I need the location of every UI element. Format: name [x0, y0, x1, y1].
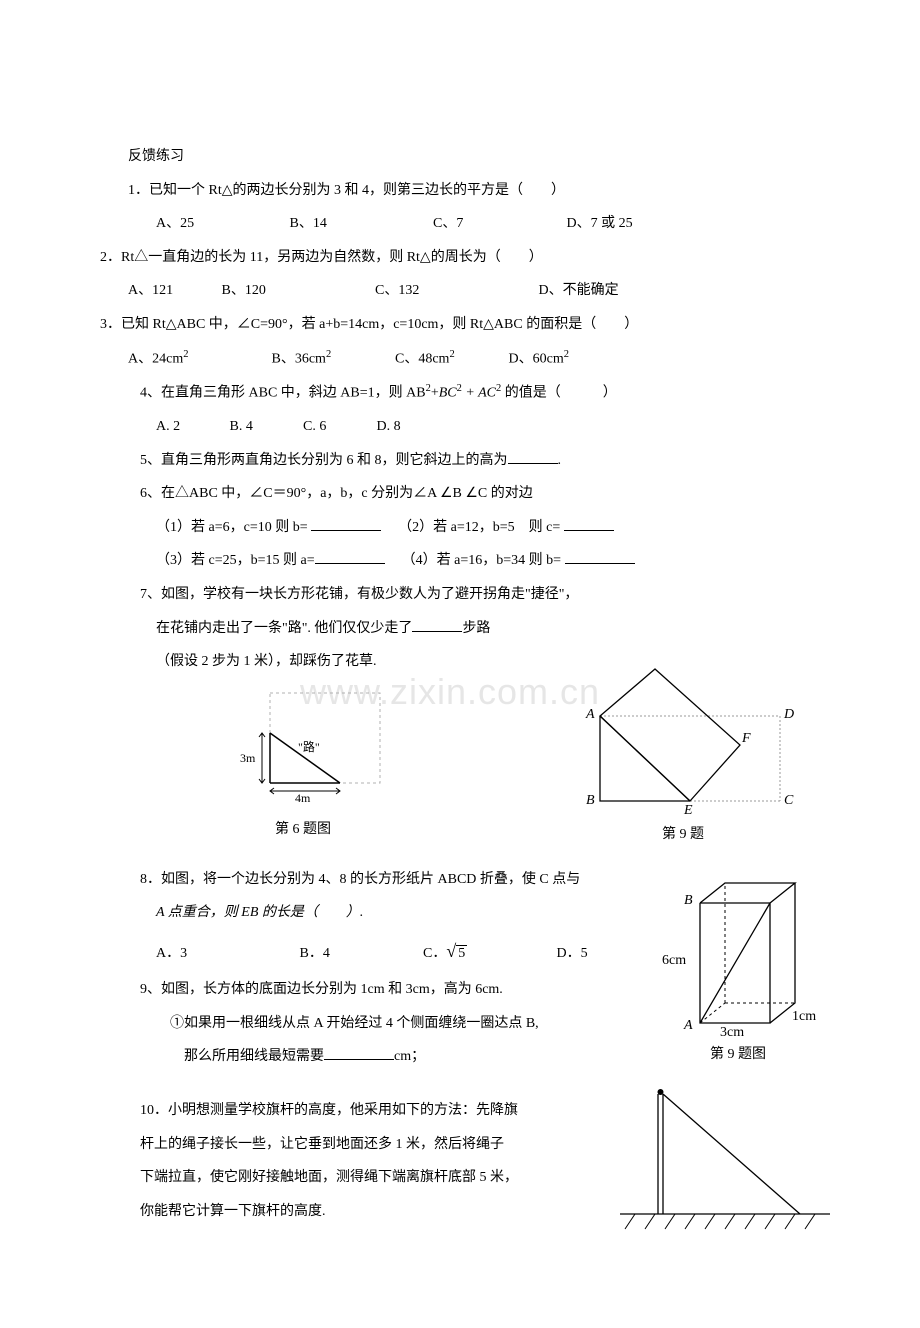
- q7-l2: 在花铺内走出了一条"路". 他们仅仅少走了步路: [100, 612, 820, 646]
- q4-opt-a: A. 2: [156, 410, 226, 444]
- fig6-svg: [240, 683, 400, 813]
- q4-opt-d: D. 8: [377, 410, 401, 444]
- q1-opt-a: A、25: [156, 207, 286, 241]
- fig9b: B A 6cm 3cm 1cm 第 9 题图: [670, 863, 830, 1048]
- q2-opts: A、121 B、120 C、132 D、不能确定: [100, 274, 820, 308]
- q6-text: 6、在△ABC 中，∠C＝90°，a，b，c 分别为∠A ∠B ∠C 的对边: [100, 477, 820, 511]
- q5: 5、直角三角形两直角边长分别为 6 和 8，则它斜边上的高为.: [100, 444, 820, 478]
- q4-opts: A. 2 B. 4 C. 6 D. 8: [100, 410, 820, 444]
- q2-opt-c: C、132: [375, 274, 535, 308]
- q7-l1: 7、如图，学校有一块长方形花铺，有极少数人为了避开拐角走"捷径"，: [100, 578, 820, 612]
- q4-text: 4、在直角三角形 ABC 中，斜边 AB=1，则 AB2+BC2 + AC2 的…: [100, 376, 820, 410]
- q1-opt-c: C、7: [433, 207, 563, 241]
- fig6-caption: 第 6 题图: [275, 818, 331, 838]
- fig9a-F: F: [742, 731, 751, 747]
- fig9b-6cm: 6cm: [662, 953, 686, 969]
- fig6-path: "路": [298, 738, 320, 755]
- q6-sub1: （1）若 a=6，c=10 则 b= （2）若 a=12，b=5 则 c=: [100, 511, 820, 545]
- q1-text: 1．已知一个 Rt△的两边长分别为 3 和 4，则第三边长的平方是（ ）: [100, 174, 820, 208]
- q1-opts: A、25 B、14 C、7 D、7 或 25: [100, 207, 820, 241]
- fig9a: A B C D E F 第 9 题: [580, 661, 800, 826]
- fig9b-B: B: [684, 893, 693, 909]
- q8-opt-c: C．√5: [423, 930, 553, 973]
- fig9b-3cm: 3cm: [720, 1025, 744, 1041]
- fig9a-svg: [580, 661, 800, 821]
- fig10-svg: [600, 1084, 850, 1244]
- q2-opt-d: D、不能确定: [539, 274, 619, 308]
- fig10: [600, 1084, 850, 1249]
- fig9a-D: D: [784, 707, 794, 723]
- q3-opt-a: A、24cm2: [128, 342, 268, 376]
- q4-opt-c: C. 6: [303, 410, 373, 444]
- q2-opt-b: B、120: [222, 274, 372, 308]
- q2-opt-a: A、121: [128, 274, 218, 308]
- q3-opt-c: C、48cm2: [395, 342, 505, 376]
- q4-opt-b: B. 4: [230, 410, 300, 444]
- fig9a-C: C: [784, 793, 793, 809]
- q3-text: 3．已知 Rt△ABC 中，∠C=90°，若 a+b=14cm，c=10cm，则…: [100, 308, 820, 342]
- fig6-4m: 4m: [295, 791, 310, 806]
- fig9b-A: A: [684, 1018, 693, 1034]
- q1-opt-d: D、7 或 25: [567, 207, 633, 241]
- fig9b-caption: 第 9 题图: [710, 1043, 766, 1063]
- q8-opt-a: A．3: [156, 937, 296, 971]
- fig9a-B: B: [586, 793, 595, 809]
- fig9a-A: A: [586, 707, 595, 723]
- q1-opt-b: B、14: [290, 207, 430, 241]
- fig9a-caption: 第 9 题: [662, 823, 704, 843]
- fig6: 3m 4m "路" 第 6 题图: [240, 683, 400, 818]
- fig9a-E: E: [684, 803, 693, 819]
- q2-text: 2．Rt△一直角边的长为 11，另两边为自然数，则 Rt△的周长为（ ）: [100, 241, 820, 275]
- q3-opt-b: B、36cm2: [272, 342, 392, 376]
- q3-opts: A、24cm2 B、36cm2 C、48cm2 D、60cm2: [100, 342, 820, 376]
- q3-opt-d: D、60cm2: [509, 342, 569, 376]
- fig6-3m: 3m: [240, 751, 255, 766]
- q6-sub2: （3）若 c=25，b=15 则 a= （4）若 a=16，b=34 则 b=: [100, 544, 820, 578]
- fig9b-1cm: 1cm: [792, 1009, 816, 1025]
- title: 反馈练习: [100, 140, 820, 174]
- q8-opt-d: D．5: [557, 937, 588, 971]
- q8-opt-b: B．4: [300, 937, 420, 971]
